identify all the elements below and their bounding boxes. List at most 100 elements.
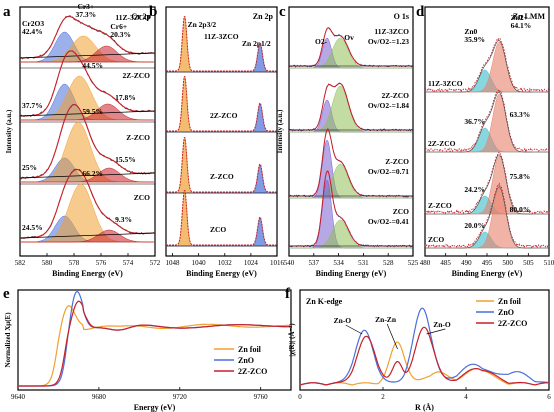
peak-label: Zn0 [464, 27, 477, 36]
legend-entry: ZnO [238, 356, 254, 365]
fit-envelope [166, 137, 277, 193]
peak-percentage: 36.7% [464, 117, 485, 126]
fit-envelope [425, 91, 549, 153]
legend-entry: Zn foil [238, 345, 262, 354]
panel-b-title: Zn 2p [253, 12, 274, 21]
annotation-arrow [426, 328, 446, 335]
peak-label-ov: Ov [344, 33, 354, 42]
peak-percentage: 37.3% [75, 10, 96, 19]
fit-peak [289, 37, 413, 69]
peak-label-zn2p32: Zn 2p3/2 [188, 20, 217, 29]
fit-envelope [425, 40, 549, 93]
panel-d-spectrum: 11Z-3ZCO 35.9% 64.1% Zn0 Zn2+ [424, 13, 550, 93]
panel-letter-f: f [285, 286, 291, 302]
peak-percentage: 24.5% [22, 223, 43, 232]
peak-label: Cr3+ [77, 2, 94, 11]
x-ticks-b: 1016 1024 1032 1040 1048 [166, 253, 285, 267]
panel-f-ylabel: |χ(R)| (Å⁻³) [288, 323, 296, 357]
peak-percentage: 20.0% [464, 221, 485, 230]
peak-percentage: 15.5% [115, 155, 136, 164]
peak-percentage: 24.2% [464, 185, 485, 194]
panel-e-legend: Zn foil ZnO 2Z-ZCO [214, 345, 267, 376]
fit-peak [20, 45, 154, 63]
panel-e-xlabel: Energy (eV) [134, 403, 176, 412]
peak-percentage: 64.1% [511, 21, 532, 30]
fit-envelope [19, 104, 154, 179]
fit-peak [458, 155, 533, 215]
fit-envelope [425, 154, 549, 215]
panel-b-spectrum: Z-ZCO [166, 137, 277, 194]
sample-label: ZCO [428, 235, 444, 244]
x-tick-label: 576 [96, 259, 107, 267]
fit-envelope [166, 76, 277, 132]
raw-spectrum [425, 88, 550, 153]
panel-b-spectrum: 11Z-3ZCO [166, 16, 277, 73]
ratio-label: Ov/O2-=0.71 [368, 167, 409, 176]
x-tick-label: 578 [69, 259, 80, 267]
panel-a-spectrum: 2Z-ZCO 37.7% 44.5% 17.8% [19, 50, 156, 123]
panel-c-xlabel: Binding Energy (eV) [316, 269, 387, 278]
peak-percentage: 42.4% [22, 27, 43, 36]
fit-peak [289, 85, 413, 133]
legend-entry: 2Z-ZCO [238, 367, 267, 376]
series-line-1 [299, 307, 550, 386]
panel-a-spectrum: ZCO 24.5% 66.2% 9.3% [19, 168, 156, 243]
series-line-2 [299, 326, 549, 386]
panel-d-title: Zn LMM [513, 12, 546, 21]
panel-letter-a: a [3, 4, 11, 20]
peak-percentage: 66.2% [82, 169, 103, 178]
panel-a-spectrum: 11Z-3ZCO 42.4% 37.3% 20.3% Cr2O3 Cr3+ Cr6+ [19, 2, 156, 69]
x-ticks-a: 572 574 576 578 580 582 [15, 253, 161, 267]
x-tick-label: 582 [15, 259, 26, 267]
sample-label: 2Z-ZCO [381, 91, 409, 100]
panel-c-frame [288, 6, 414, 257]
raw-spectrum [424, 151, 550, 215]
ratio-label: Ov/O2-=0.41 [368, 217, 409, 226]
series-line-0 [299, 341, 549, 386]
panel-c-title: O 1s [394, 12, 409, 21]
sample-label: 2Z-ZCO [122, 71, 150, 80]
fit-envelope [166, 16, 277, 72]
sample-label: ZCO [134, 193, 150, 202]
sample-label: 11Z-3ZCO [374, 27, 409, 36]
peak-percentage: 35.9% [464, 35, 485, 44]
sample-label: ZCO [393, 207, 409, 216]
fit-peak [20, 35, 154, 63]
x-tick-label: 480 [420, 259, 431, 267]
panel-c-ylabel: Intensity (a.u.) [276, 109, 284, 153]
x-ticks-d: 480 485 490 495 500 505 510 [420, 253, 554, 267]
x-tick-label: 525 [408, 259, 419, 267]
panel-d-spectrum: 2Z-ZCO 36.7% 63.3% [425, 88, 550, 153]
panel-a-ylabel: Intensity (a.u.) [5, 109, 13, 153]
x-tick-label: 1024 [244, 259, 259, 267]
series-line-0 [18, 305, 291, 387]
fit-peak [20, 167, 154, 183]
sample-label: 11Z-3ZCO [428, 79, 463, 88]
peak-percentage: 59.5% [82, 107, 103, 116]
fit-envelope [19, 15, 154, 59]
x-tick-label: 505 [523, 259, 534, 267]
baseline [19, 232, 156, 239]
peak-percentage: 63.3% [510, 110, 531, 119]
x-tick-label: 9760 [254, 393, 269, 401]
fit-peak [20, 229, 154, 243]
sample-label: 2Z-ZCO [210, 111, 238, 120]
panel-e-ylabel: Normalized Xμ(E) [4, 312, 12, 368]
x-tick-label: 528 [383, 259, 394, 267]
x-tick-label: 0 [298, 393, 302, 401]
x-tick-label: 537 [309, 259, 320, 267]
peak-label: Zn2+ [511, 13, 528, 22]
peak-label-zn2p12: Zn 2p1/2 [242, 39, 271, 48]
sample-label: Z-ZCO [385, 157, 409, 166]
x-tick-label: 1016 [270, 259, 285, 267]
x-tick-label: 580 [42, 259, 53, 267]
x-tick-label: 572 [150, 259, 161, 267]
peak-percentage: 17.8% [115, 93, 136, 102]
x-tick-label: 2 [381, 393, 385, 401]
panel-b-spectrum: ZCO [166, 190, 277, 247]
x-ticks-e: 9640 9680 9720 9760 [11, 387, 268, 401]
